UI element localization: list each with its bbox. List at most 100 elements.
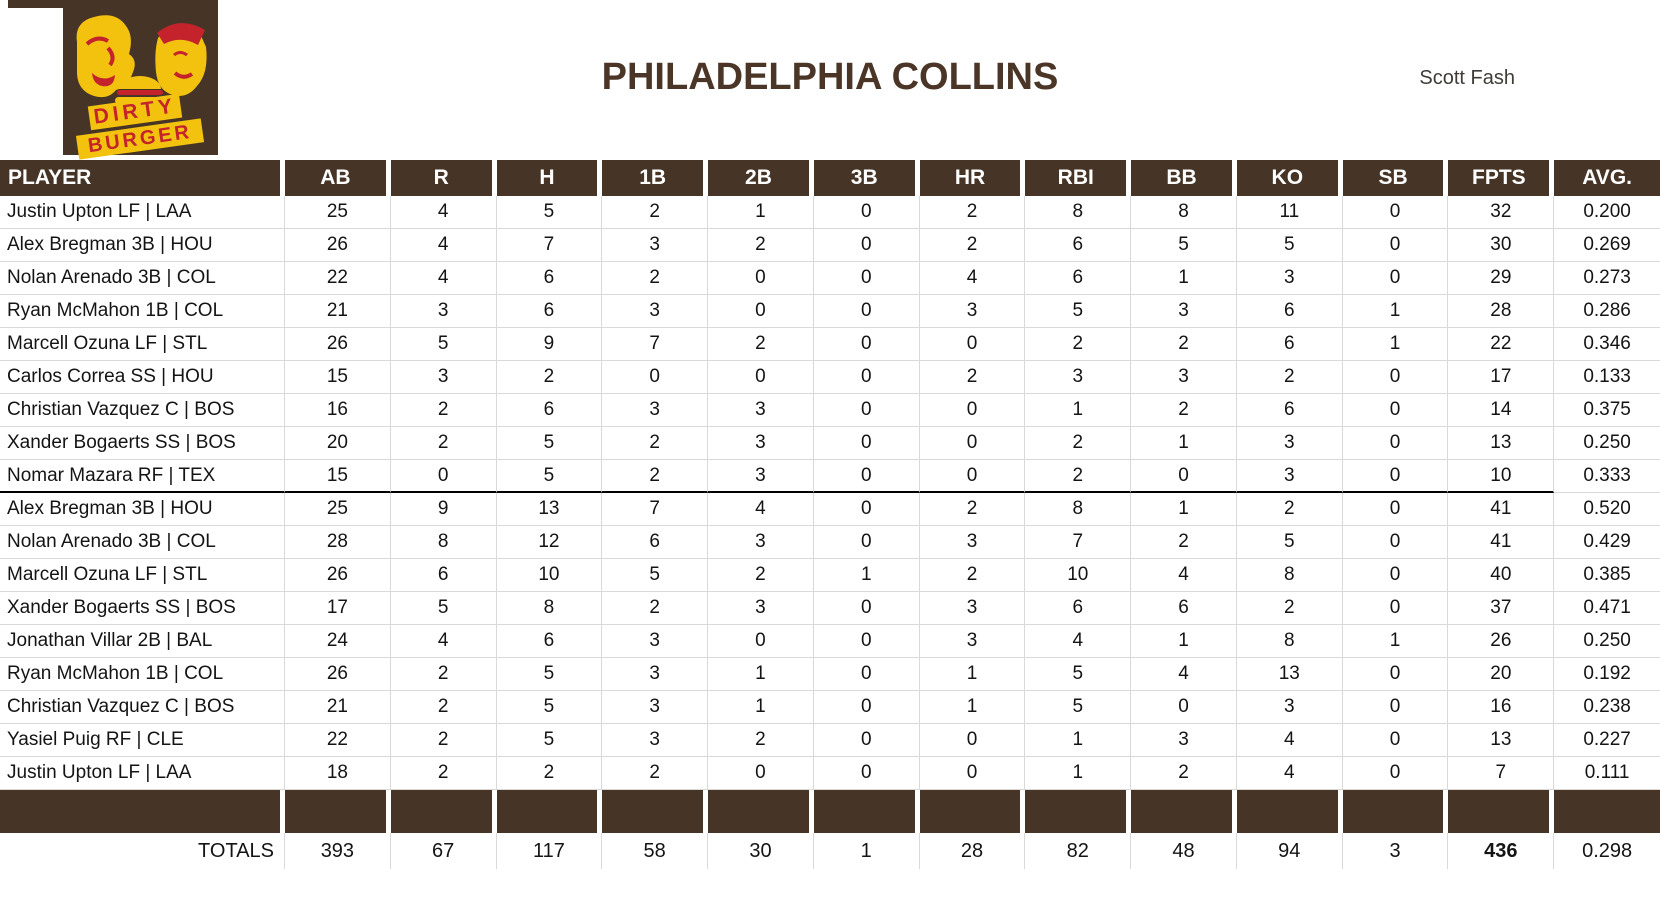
stat-sb: 0: [1342, 196, 1449, 229]
stat-ko: 8: [1236, 559, 1343, 592]
stat-sb: 1: [1342, 625, 1449, 658]
stat-bb: 1: [1131, 625, 1237, 658]
stat-avg: 0.200: [1554, 196, 1660, 229]
stat-fpts: 22: [1448, 328, 1555, 361]
stat-sb: 0: [1342, 460, 1449, 493]
stat-3b: 0: [813, 394, 920, 427]
stat-hr: 2: [919, 229, 1026, 262]
stat-fpts: 41: [1448, 493, 1555, 526]
total-ab: 393: [285, 833, 391, 869]
stat-h: 12: [496, 526, 603, 559]
stat-h: 10: [496, 559, 603, 592]
stat-r: 5: [390, 328, 497, 361]
stat-ko: 6: [1236, 394, 1343, 427]
stat-3b: 0: [813, 592, 920, 625]
stat-h: 5: [496, 460, 603, 493]
stat-hr: 0: [919, 757, 1026, 790]
stat-avg: 0.286: [1554, 295, 1660, 328]
stat-fpts: 30: [1448, 229, 1555, 262]
dirty-burger-logo-art: [76, 15, 207, 104]
stat-ko: 13: [1236, 658, 1343, 691]
stat-sb: 0: [1342, 559, 1449, 592]
separator-band-cell: [1131, 790, 1237, 833]
player-name: Xander Bogaerts SS | BOS: [0, 427, 285, 460]
stat-r: 2: [390, 757, 497, 790]
stat-1b: 3: [602, 394, 709, 427]
stat-hr: 3: [919, 526, 1026, 559]
stat-2b: 3: [708, 460, 814, 493]
stat-avg: 0.250: [1554, 625, 1660, 658]
stat-h: 2: [496, 757, 603, 790]
player-name: Justin Upton LF | LAA: [0, 757, 285, 790]
total-3b: 1: [813, 833, 920, 869]
stat-avg: 0.227: [1554, 724, 1660, 757]
stat-3b: 0: [813, 658, 920, 691]
stat-r: 8: [390, 526, 497, 559]
player-name: Carlos Correa SS | HOU: [0, 361, 285, 394]
stat-r: 2: [390, 427, 497, 460]
stat-fpts: 41: [1448, 526, 1555, 559]
stat-1b: 2: [602, 196, 709, 229]
stat-avg: 0.346: [1554, 328, 1660, 361]
stat-2b: 0: [708, 757, 814, 790]
stat-2b: 0: [708, 361, 814, 394]
player-name: Jonathan Villar 2B | BAL: [0, 625, 285, 658]
stat-hr: 1: [919, 691, 1026, 724]
stat-3b: 0: [813, 196, 920, 229]
stat-bb: 2: [1131, 526, 1237, 559]
stat-rbi: 7: [1025, 526, 1132, 559]
total-2b: 30: [708, 833, 814, 869]
total-ko: 94: [1236, 833, 1343, 869]
stat-ab: 26: [285, 328, 391, 361]
stat-ko: 3: [1236, 427, 1343, 460]
total-bb: 48: [1131, 833, 1237, 869]
stat-fpts: 20: [1448, 658, 1555, 691]
stat-avg: 0.520: [1554, 493, 1660, 526]
stat-sb: 0: [1342, 427, 1449, 460]
stat-ko: 2: [1236, 493, 1343, 526]
separator-band-cell: [0, 790, 285, 833]
stat-fpts: 13: [1448, 427, 1555, 460]
stat-bb: 8: [1131, 196, 1237, 229]
stat-avg: 0.269: [1554, 229, 1660, 262]
stat-3b: 1: [813, 559, 920, 592]
stat-3b: 0: [813, 262, 920, 295]
separator-band-cell: [285, 790, 391, 833]
stat-bb: 3: [1131, 361, 1237, 394]
total-r: 67: [390, 833, 497, 869]
stat-fpts: 10: [1448, 460, 1555, 493]
stat-1b: 6: [602, 526, 709, 559]
stat-hr: 0: [919, 394, 1026, 427]
stat-ab: 26: [285, 559, 391, 592]
total-h: 117: [496, 833, 603, 869]
column-header-player: PLAYER: [0, 160, 285, 196]
stat-r: 2: [390, 658, 497, 691]
stat-sb: 0: [1342, 262, 1449, 295]
stat-ko: 2: [1236, 592, 1343, 625]
stat-3b: 0: [813, 295, 920, 328]
stat-h: 6: [496, 295, 603, 328]
stat-fpts: 13: [1448, 724, 1555, 757]
stat-avg: 0.273: [1554, 262, 1660, 295]
separator-band-cell: [496, 790, 603, 833]
stat-ab: 16: [285, 394, 391, 427]
stat-r: 6: [390, 559, 497, 592]
player-name: Alex Bregman 3B | HOU: [0, 493, 285, 526]
stat-ab: 15: [285, 460, 391, 493]
stat-1b: 3: [602, 724, 709, 757]
stat-1b: 7: [602, 493, 709, 526]
column-header-hr: HR: [919, 160, 1026, 196]
stat-2b: 0: [708, 262, 814, 295]
stat-bb: 2: [1131, 394, 1237, 427]
stat-sb: 1: [1342, 328, 1449, 361]
stat-hr: 2: [919, 196, 1026, 229]
column-header-h: H: [496, 160, 603, 196]
stat-2b: 3: [708, 526, 814, 559]
stat-3b: 0: [813, 724, 920, 757]
stat-r: 4: [390, 196, 497, 229]
stat-sb: 1: [1342, 295, 1449, 328]
stat-3b: 0: [813, 361, 920, 394]
stat-2b: 3: [708, 394, 814, 427]
separator-band-cell: [1554, 790, 1660, 833]
stat-fpts: 28: [1448, 295, 1555, 328]
